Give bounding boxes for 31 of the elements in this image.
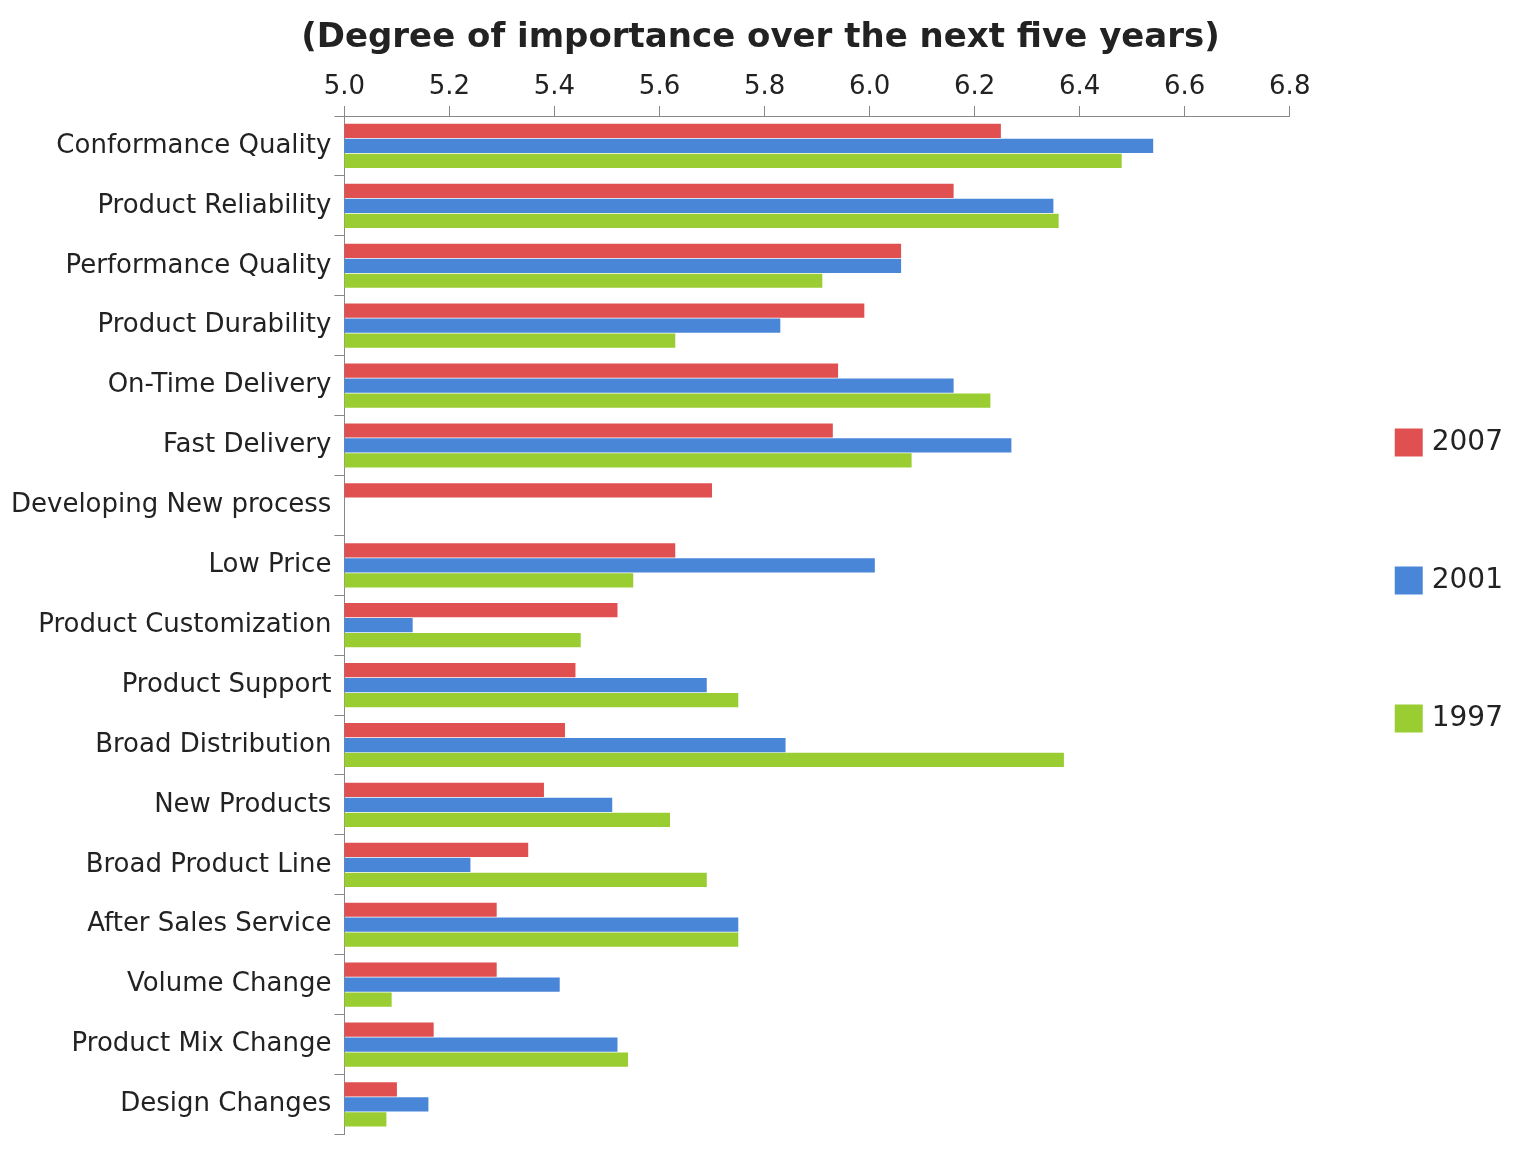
x-tick-label: 6.4 (1058, 70, 1101, 101)
x-tick-label: 6.6 (1164, 70, 1206, 101)
y-tick-label: On-Time Delivery (107, 368, 332, 399)
legend-label: 1997 (1431, 699, 1504, 733)
y-tick-label: Broad Product Line (85, 847, 332, 878)
y-tick-label: Product Customization (38, 607, 332, 638)
x-tick-label: 5.4 (533, 70, 576, 101)
y-tick-label: Product Reliability (97, 188, 332, 219)
y-tick-label: Low Price (208, 548, 332, 579)
y-tick-label: Conformance Quality (56, 128, 332, 159)
x-tick-label: 6.2 (953, 70, 996, 101)
y-tick-label: After Sales Service (87, 907, 332, 938)
y-tick-label: Fast Delivery (162, 428, 332, 459)
y-tick-label: Volume Change (126, 967, 332, 998)
y-tick-label: Broad Distribution (95, 727, 332, 758)
legend-label: 2001 (1431, 561, 1504, 595)
y-tick-label: Product Durability (97, 308, 332, 339)
y-tick-label: Performance Quality (65, 248, 332, 279)
x-tick-label: 6.8 (1269, 70, 1311, 101)
y-tick-label: Product Mix Change (71, 1027, 332, 1058)
x-tick-label: 6.0 (848, 70, 891, 101)
legend-label: 2007 (1431, 423, 1504, 457)
y-tick-label: Product Support (121, 667, 332, 698)
x-tick-label: 5.6 (638, 70, 681, 101)
x-tick-label: 5.2 (428, 70, 471, 101)
x-tick-label: 5.0 (323, 70, 366, 101)
x-tick-label: 5.8 (743, 70, 786, 101)
chart-title: (Degree of importance over the next five years) (301, 15, 1220, 56)
y-tick-label: New Products (154, 787, 332, 818)
y-tick-label: Developing New process (10, 488, 332, 519)
y-tick-label: Design Changes (120, 1087, 332, 1118)
